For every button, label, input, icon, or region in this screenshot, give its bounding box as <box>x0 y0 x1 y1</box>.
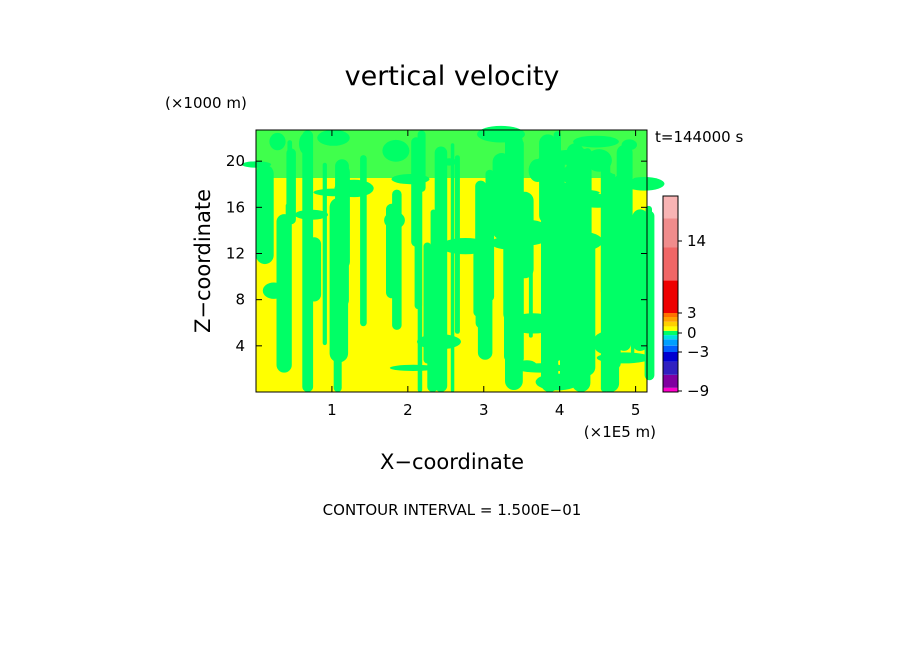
y-tick-label: 20 <box>226 152 245 170</box>
x-tick-label: 3 <box>479 401 489 419</box>
y-tick-label: 8 <box>235 291 245 309</box>
colorbar-band <box>663 280 678 313</box>
negative-region <box>511 318 550 327</box>
colorbar-band <box>663 345 678 352</box>
colorbar-frame <box>662 195 679 393</box>
negative-region <box>571 148 591 392</box>
negative-region <box>417 158 423 392</box>
negative-region <box>623 215 633 310</box>
negative-region <box>299 133 311 155</box>
negative-region <box>594 336 621 355</box>
plot-frame <box>255 129 648 393</box>
chart-title: vertical velocity <box>345 61 560 92</box>
negative-region <box>417 334 461 350</box>
negative-region <box>384 211 405 230</box>
negative-region <box>389 364 437 371</box>
negative-region <box>510 220 550 244</box>
negative-region <box>322 162 327 346</box>
negative-region <box>560 182 576 388</box>
y-axis-title: Z−coordinate <box>191 189 215 333</box>
negative-region <box>307 237 322 302</box>
negative-region <box>276 214 292 373</box>
negative-velocity-regions <box>241 125 665 392</box>
negative-region <box>294 209 328 220</box>
negative-region <box>427 244 439 392</box>
negative-region <box>535 373 579 391</box>
negative-region <box>391 174 430 185</box>
negative-region <box>334 179 374 198</box>
colorbar-band <box>663 387 678 393</box>
negative-region <box>262 282 285 299</box>
negative-region <box>610 263 649 284</box>
negative-region <box>450 143 455 392</box>
colorbar-tick-label: −9 <box>687 382 709 400</box>
colorbar-band <box>663 330 678 336</box>
negative-region <box>573 135 619 148</box>
negative-region <box>624 177 665 191</box>
colorbar-tick-label: 3 <box>687 304 697 322</box>
x-tick-label: 5 <box>631 401 641 419</box>
colorbar-band <box>663 361 678 375</box>
negative-region <box>552 231 603 252</box>
x-axis: 1 2 3 4 5 <box>327 130 640 419</box>
negative-region <box>477 125 525 143</box>
negative-region <box>562 165 578 185</box>
colorbar-band <box>663 321 678 327</box>
colorbar-band <box>663 326 678 331</box>
y-tick-label: 16 <box>226 198 245 216</box>
colorbar: −9 −30 3 14 <box>662 195 709 400</box>
y-tick-label: 4 <box>235 337 245 355</box>
negative-region <box>317 129 350 146</box>
colorbar-band <box>663 335 678 340</box>
y-tick-label: 12 <box>226 244 245 262</box>
colorbar-band <box>663 247 678 281</box>
contour-field <box>241 125 665 392</box>
colorbar-band <box>663 218 678 248</box>
x-unit-label: (×1E5 m) <box>584 423 656 441</box>
colorbar-band <box>663 352 678 362</box>
colorbar-tick-label: −3 <box>687 343 709 361</box>
x-tick-label: 1 <box>327 401 337 419</box>
negative-region <box>513 139 524 364</box>
negative-region <box>576 194 619 208</box>
negative-region <box>544 149 597 165</box>
negative-region <box>287 140 293 203</box>
negative-region <box>477 209 493 360</box>
negative-region <box>492 153 511 240</box>
negative-region <box>441 158 457 166</box>
negative-region <box>269 132 286 151</box>
x-tick-label: 2 <box>403 401 413 419</box>
negative-region <box>541 231 559 392</box>
negative-region <box>602 172 615 344</box>
y-axis: 4 8 12 16 20 <box>226 152 647 355</box>
negative-region <box>440 238 491 255</box>
negative-region <box>621 139 637 151</box>
x-axis-title: X−coordinate <box>380 450 524 474</box>
colorbar-tick-label: 0 <box>687 324 697 342</box>
time-label: t=144000 s <box>655 128 743 146</box>
negative-region <box>528 159 547 182</box>
colorbar-band <box>663 196 678 219</box>
negative-region <box>382 139 410 162</box>
colorbar-band <box>663 339 678 346</box>
contour-interval-label: CONTOUR INTERVAL = 1.500E−01 <box>323 501 582 519</box>
negative-region <box>596 352 651 364</box>
y-unit-label: (×1000 m) <box>165 94 247 112</box>
colorbar-tick-label: 14 <box>687 232 706 250</box>
colorbar-band <box>663 317 678 322</box>
negative-region <box>616 309 637 318</box>
negative-region <box>392 189 402 330</box>
colorbar-band <box>663 374 678 388</box>
negative-region <box>547 189 600 197</box>
negative-region <box>515 363 566 373</box>
negative-region <box>360 155 367 327</box>
negative-region <box>490 236 527 250</box>
x-tick-label: 4 <box>555 401 565 419</box>
negative-region <box>256 164 274 265</box>
colorbar-band <box>663 313 678 317</box>
